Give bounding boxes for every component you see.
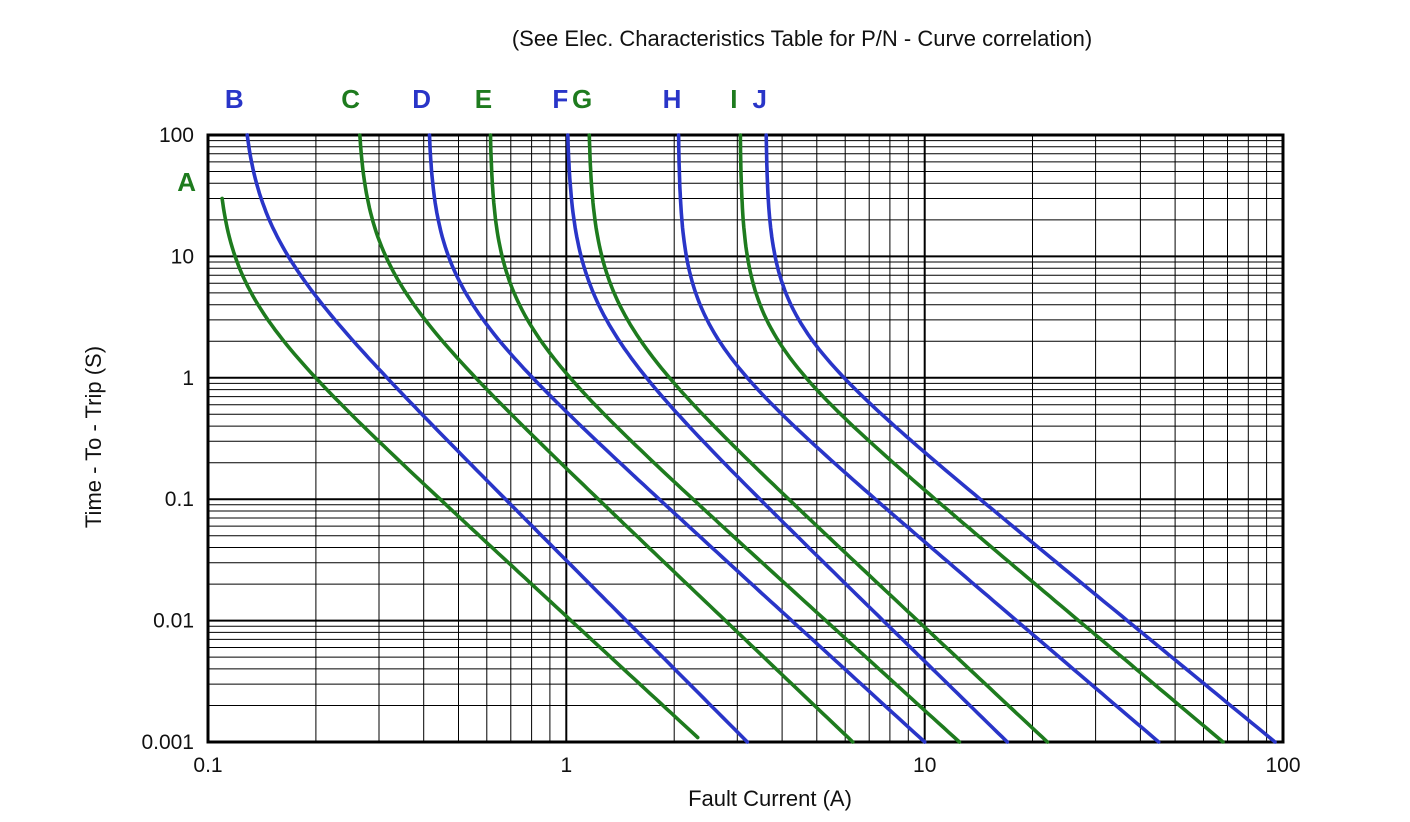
curve-label-A: A: [177, 167, 196, 197]
curve-label-F: F: [552, 84, 569, 114]
curve-G: [587, 133, 1050, 744]
curve-label-G: G: [571, 84, 593, 114]
y-tick-label-0.01: 0.01: [153, 610, 194, 633]
chart-title: (See Elec. Characteristics Table for P/N…: [511, 26, 1093, 51]
y-tick-label-10: 10: [171, 245, 194, 268]
tick-labels: 0.1 1 10 100 100 10 1 0.1 0.01 0.001: [141, 124, 1300, 777]
curve-label-E: E: [474, 84, 493, 114]
curves: [220, 133, 1277, 744]
x-tick-label-10: 10: [913, 754, 936, 777]
y-tick-label-1: 1: [182, 367, 194, 390]
curve-label-I: I: [730, 84, 738, 114]
curve-B: [245, 133, 750, 744]
curve-I: [738, 133, 1225, 744]
x-tick-label-1: 1: [560, 754, 572, 777]
y-tick-label-0.001: 0.001: [141, 731, 194, 754]
x-tick-label-0.1: 0.1: [193, 754, 222, 777]
curve-label-H: H: [662, 84, 682, 114]
curve-D: [427, 133, 927, 744]
curve-label-B: B: [224, 84, 244, 114]
curve-label-C: C: [341, 84, 361, 114]
curve-C: [358, 133, 855, 744]
y-tick-label-0.1: 0.1: [165, 488, 194, 511]
curve-label-D: D: [412, 84, 431, 114]
curve-J: [764, 133, 1277, 744]
y-tick-label-100: 100: [159, 124, 194, 147]
x-axis-label: Fault Current (A): [688, 786, 852, 811]
curve-H: [676, 133, 1161, 744]
x-tick-label-100: 100: [1265, 754, 1300, 777]
curve-A: [220, 196, 700, 740]
curve-F: [566, 133, 1010, 744]
curve-E: [488, 133, 962, 744]
curve-label-J: J: [752, 84, 767, 114]
